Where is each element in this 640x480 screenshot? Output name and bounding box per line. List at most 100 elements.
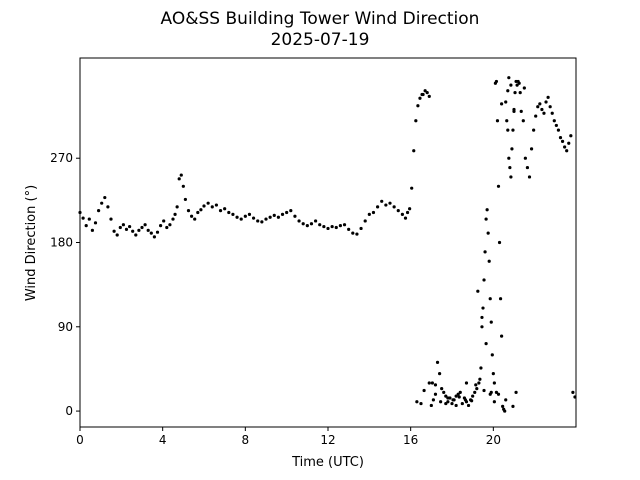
data-point [500,102,504,106]
data-point [458,390,462,394]
data-point [446,396,450,400]
data-point [489,320,493,324]
data-point [513,91,517,95]
data-point [491,372,495,376]
data-point [177,177,181,181]
data-point [451,398,455,402]
chart-title: AO&SS Building Tower Wind Direction [161,9,480,29]
data-point [371,210,376,215]
data-point [454,394,458,398]
data-point [534,114,538,118]
data-point [84,224,88,228]
data-point [183,197,187,202]
data-point [100,201,104,205]
data-point [506,89,510,93]
data-point [252,216,256,220]
data-point [507,76,511,80]
x-tick-label: 16 [403,433,418,447]
data-point [571,390,575,394]
data-point [239,217,243,221]
data-point [223,207,227,211]
data-point [430,381,434,385]
data-point [410,186,414,190]
data-point [569,134,573,138]
data-point [554,123,558,128]
data-point [496,392,501,396]
data-point [342,223,347,227]
data-point [351,231,355,235]
data-point [247,212,252,217]
data-point [509,83,513,87]
data-point [552,119,556,123]
data-point [159,224,163,228]
data-point [256,219,260,223]
data-point [405,210,410,215]
data-point [456,392,460,396]
data-point [495,119,500,123]
data-point [367,212,371,217]
data-point [512,107,516,112]
data-point [392,205,396,209]
data-point [510,147,514,151]
data-point [429,403,433,408]
data-point [418,96,422,100]
data-point [476,289,480,293]
data-point [478,377,482,381]
data-point [464,381,469,385]
data-point [90,228,94,232]
data-point [463,398,468,402]
x-axis-label: Time (UTC) [291,455,364,470]
data-point [419,401,423,406]
data-point [438,372,442,376]
data-point [505,119,509,123]
data-point [408,207,412,211]
data-point [326,226,330,231]
data-point [347,227,351,231]
x-tick-label: 4 [159,433,167,447]
data-point [460,401,464,406]
data-point [471,394,475,398]
data-point [121,223,125,227]
data-point [504,100,508,104]
data-point [140,225,144,230]
data-point [481,306,485,310]
data-point [384,203,388,207]
data-point [522,86,526,90]
x-tick-label: 12 [320,433,335,447]
data-point [490,353,494,357]
data-point [488,392,492,396]
data-point [494,79,499,84]
data-point [446,400,450,404]
data-point [355,232,359,236]
data-point [466,403,471,408]
data-point [540,107,544,112]
data-point [444,401,448,406]
data-point [457,395,461,399]
data-point [414,119,418,123]
data-point [206,201,210,205]
data-point [162,219,166,223]
data-point [480,315,484,320]
data-point [440,387,444,391]
data-point [563,145,567,149]
data-point [479,366,483,370]
data-point [297,219,301,223]
data-point [442,390,446,394]
data-point [305,224,309,228]
data-point [264,217,268,221]
data-point [511,128,515,132]
data-point [450,401,454,406]
data-point [492,381,496,385]
data-point [509,175,513,179]
data-point [168,223,172,227]
data-point [289,209,293,213]
data-point [175,205,179,209]
data-point [171,217,175,221]
y-axis-ticks: 0 90 180 270 [50,151,80,418]
data-point [359,226,363,231]
data-point [427,94,431,98]
data-point [433,383,438,387]
data-point [285,210,289,215]
data-point [474,383,478,387]
data-point [482,388,486,393]
